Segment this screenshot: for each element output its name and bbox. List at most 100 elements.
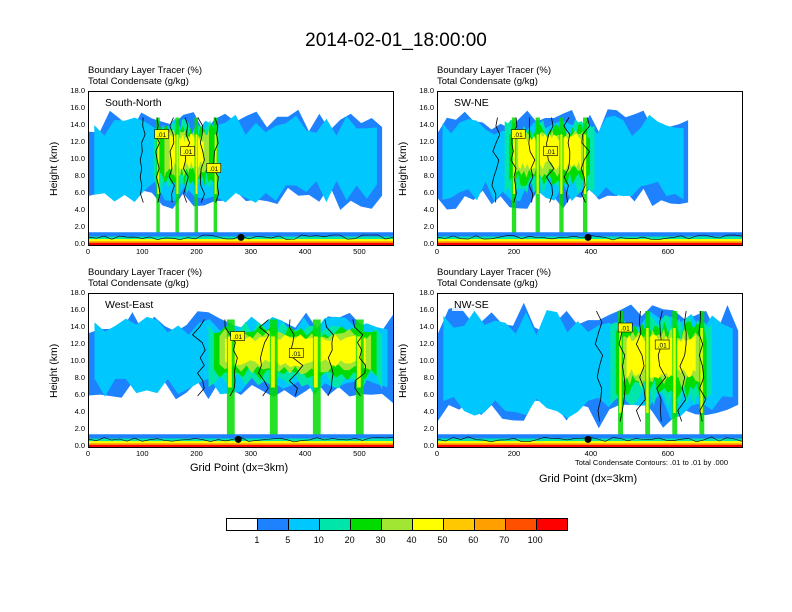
x-tick-label: 0	[434, 247, 440, 256]
convective-core	[227, 336, 232, 388]
panel-subtitle-condensate: Total Condensate (g/kg)	[437, 76, 538, 87]
panel-subtitle-condensate: Total Condensate (g/kg)	[437, 278, 538, 289]
plot-area: .01 .01 West-East	[88, 293, 394, 448]
site-marker	[237, 233, 245, 241]
y-tick-label: 2.0	[423, 424, 434, 433]
contour-label-box	[206, 163, 222, 173]
convective-core	[583, 134, 587, 194]
x-tick-label: 200	[507, 247, 521, 256]
y-tick-label: 4.0	[74, 407, 85, 416]
colorbar-swatch	[320, 519, 351, 530]
contour-label-box	[510, 129, 526, 139]
condensate-contour	[212, 117, 220, 203]
x-axis-label: Grid Point (dx=3km)	[190, 462, 289, 474]
condensate-contour	[580, 117, 591, 203]
contour-label-box	[154, 129, 169, 139]
convective-core	[619, 328, 622, 413]
colorbar-level-label: 60	[468, 535, 479, 545]
colorbar-level-label: 20	[344, 535, 355, 545]
colorbar-swatch	[289, 519, 320, 530]
region-label: South-North	[103, 97, 164, 109]
x-tick-label: 600	[661, 247, 675, 256]
condensate-contour	[491, 117, 501, 203]
colorbar-level-label: 70	[499, 535, 510, 545]
x-tick-label: 400	[584, 449, 598, 458]
x-tick-label: 200	[507, 449, 521, 458]
site-marker	[584, 435, 592, 443]
condensate-contour	[258, 319, 270, 397]
condensate-contour	[191, 319, 206, 397]
condensate-contour	[182, 117, 191, 203]
y-tick-label: 16.0	[70, 305, 85, 314]
x-axis-label: Grid Point (dx=3km)	[539, 473, 638, 485]
contour-label: .01	[654, 339, 670, 350]
y-tick-label: 8.0	[423, 373, 434, 382]
contour-label: .01	[154, 129, 169, 139]
panel-subtitle-tracer: Boundary Layer Tracer (%)	[88, 65, 203, 76]
region-label: West-East	[103, 299, 156, 311]
colorbar-level-label: 30	[375, 535, 386, 545]
contour-label-text: .01	[546, 149, 555, 156]
y-tick-label: 8.0	[423, 171, 434, 180]
y-tick-label: 6.0	[423, 390, 434, 399]
contour-label: .01	[617, 322, 633, 333]
site-marker	[234, 435, 242, 443]
condensate-contour	[352, 319, 367, 397]
x-tick-label: 300	[244, 449, 258, 458]
convective-core	[700, 328, 703, 413]
region-label: NW-SE	[452, 299, 491, 311]
contour-label-text: .01	[514, 132, 523, 139]
condensate-contour	[635, 310, 646, 422]
y-tick-label: 14.0	[419, 322, 434, 331]
condensate-contour	[168, 117, 175, 203]
contour-footnote: Total Condensate Contours: .01 to .01 by…	[575, 458, 729, 467]
colorbar-swatch	[258, 519, 289, 530]
convective-core	[646, 328, 649, 413]
y-tick-label: 12.0	[419, 339, 434, 348]
contour-label-text: .01	[183, 149, 192, 156]
boundary-layer-band	[89, 242, 393, 245]
x-tick-label: 300	[244, 247, 258, 256]
x-tick-label: 400	[584, 247, 598, 256]
x-tick-label: 0	[85, 247, 91, 256]
y-tick-label: 16.0	[419, 305, 434, 314]
x-tick-label: 200	[190, 449, 203, 458]
contour-label-box	[654, 339, 670, 350]
y-tick-label: 2.0	[74, 424, 85, 433]
y-tick-label: 14.0	[419, 120, 434, 129]
condensate-contour	[698, 310, 707, 422]
convective-core	[536, 134, 539, 194]
contour-label-text: .01	[621, 326, 630, 333]
colorbar-swatch	[227, 519, 258, 530]
convective-core	[356, 336, 361, 388]
boundary-layer-band	[438, 242, 742, 245]
y-tick-label: 0.0	[423, 239, 434, 248]
contour-label-box	[617, 322, 633, 333]
contour-label: .01	[288, 348, 304, 358]
y-tick-label: 6.0	[74, 188, 85, 197]
x-tick-label: 100	[136, 449, 149, 458]
condensate-contour	[528, 117, 536, 203]
y-tick-label: 16.0	[419, 103, 434, 112]
field-plot: .01 .01	[89, 311, 393, 447]
plot-area: .01 .01 .01 South-North	[88, 91, 394, 246]
y-tick-label: 4.0	[74, 205, 85, 214]
plot-area: .01 .01 SW-NE	[437, 91, 743, 246]
colorbar-swatch	[537, 519, 567, 530]
condensate-contour	[224, 319, 238, 397]
y-tick-label: 4.0	[423, 205, 434, 214]
x-tick-label: 100	[136, 247, 149, 256]
y-tick-label: 8.0	[74, 373, 85, 382]
contour-label-box	[180, 146, 196, 156]
plot-area: .01 .01 NW-SE	[437, 293, 743, 448]
contour-label-text: .01	[157, 132, 166, 139]
y-tick-label: 16.0	[70, 103, 85, 112]
x-tick-label: 200	[190, 247, 203, 256]
y-tick-label: 10.0	[419, 154, 434, 163]
convective-core	[195, 134, 198, 194]
y-tick-label: 18.0	[419, 86, 434, 95]
region-label: SW-NE	[452, 97, 491, 109]
contour-label-text: .01	[292, 351, 301, 358]
y-tick-label: 18.0	[70, 86, 85, 95]
y-tick-label: 10.0	[419, 356, 434, 365]
